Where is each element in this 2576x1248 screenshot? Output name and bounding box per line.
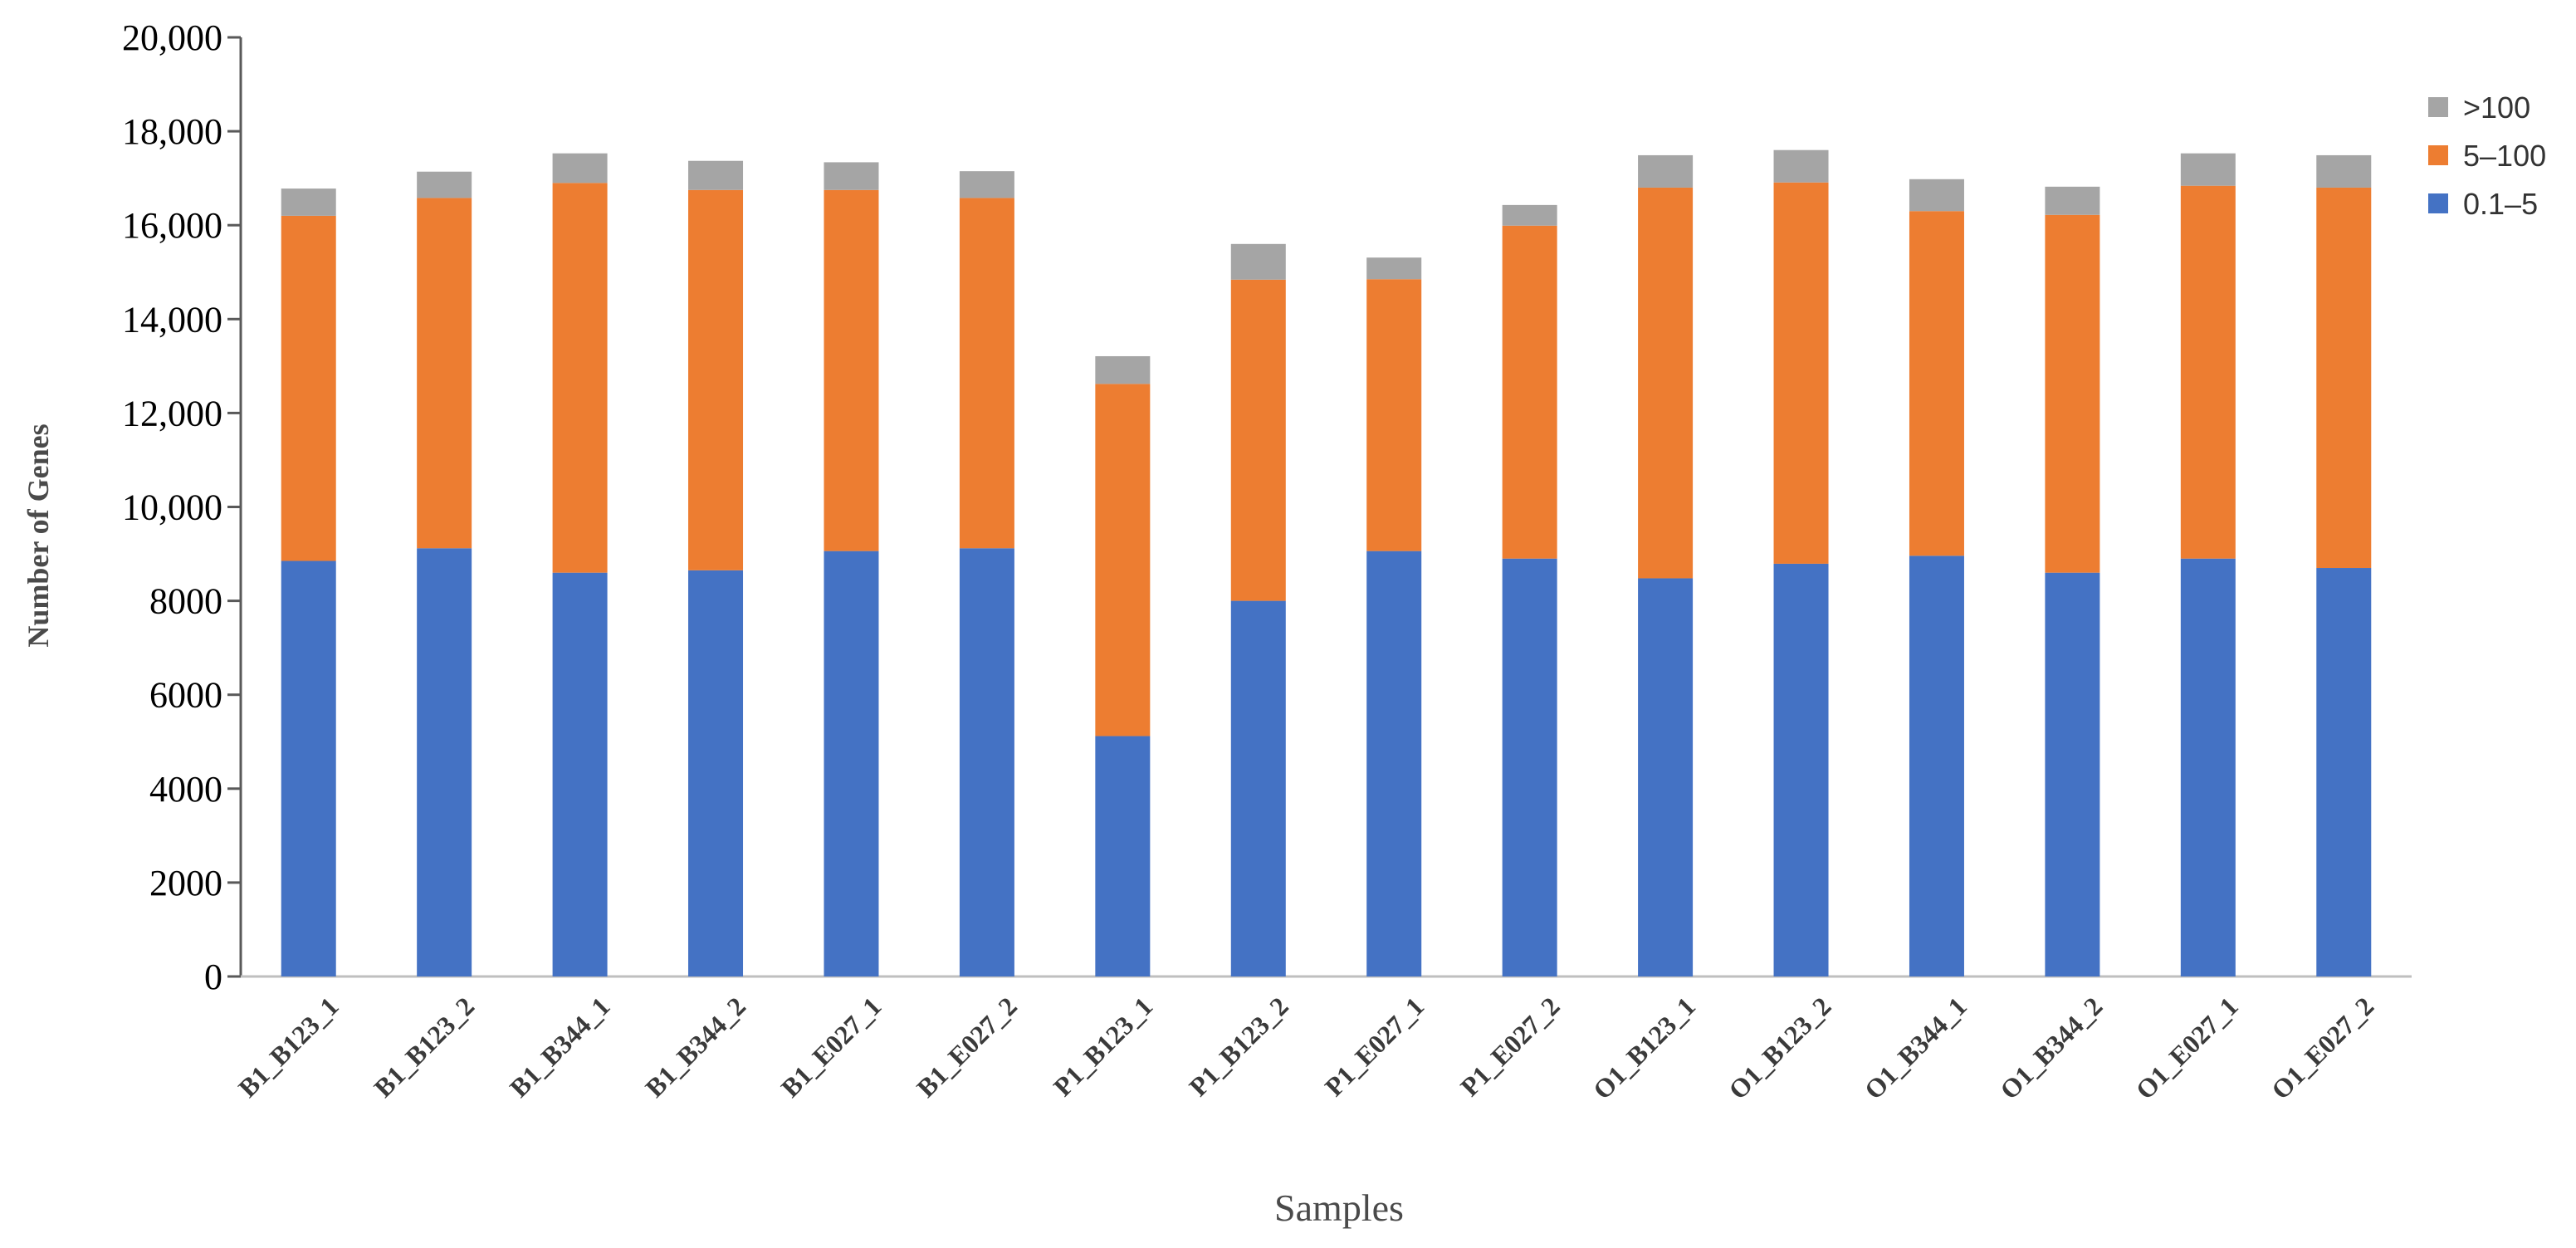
bar-segment	[1638, 578, 1694, 976]
bar-segment	[2180, 153, 2236, 186]
x-tick-label: B1_E027_1	[775, 991, 887, 1103]
y-tick-label: 8000	[149, 581, 222, 622]
bar-segment	[1909, 211, 1964, 556]
bar-segment	[1230, 600, 1286, 976]
x-tick-label: B1_B123_2	[368, 991, 480, 1103]
bar-segment	[1095, 384, 1151, 737]
bars	[281, 149, 2372, 976]
y-tick-label: 0	[204, 957, 222, 997]
bar-segment	[2045, 186, 2100, 215]
bar-segment	[2316, 568, 2372, 976]
bar-segment	[1638, 154, 1694, 188]
bar-segment	[959, 198, 1014, 549]
y-tick-label: 12,000	[122, 393, 222, 433]
x-tick-label: P1_B123_2	[1183, 991, 1294, 1102]
x-axis-label: Samples	[1274, 1187, 1404, 1229]
bar-segment	[1230, 279, 1286, 601]
bar-segment	[552, 153, 608, 184]
bar-segment	[824, 189, 879, 551]
legend-swatch	[2428, 193, 2448, 213]
bar-segment	[417, 198, 472, 549]
x-tick-label: O1_E027_2	[2266, 991, 2379, 1104]
bar-segment	[1909, 179, 1964, 212]
bar-segment	[688, 189, 744, 570]
bar-segment	[1366, 279, 1422, 551]
bar-segment	[417, 171, 472, 198]
bar-segment	[2045, 214, 2100, 573]
bar-segment	[1230, 243, 1286, 280]
bar-segment	[688, 160, 744, 190]
x-tick-label: B1_B344_2	[639, 991, 751, 1103]
bar-segment	[2316, 154, 2372, 188]
bar-segment	[281, 215, 336, 561]
bar-segment	[1773, 149, 1829, 183]
bar-segment	[1366, 551, 1422, 976]
bar-segment	[824, 551, 879, 976]
y-axis-label: Number of Genes	[22, 423, 55, 647]
bar-segment	[1638, 187, 1694, 579]
x-tick-label: B1_B344_1	[504, 991, 616, 1103]
legend-label: >100	[2463, 91, 2530, 125]
y-tick-label: 20,000	[122, 17, 222, 58]
y-tick-label: 4000	[149, 769, 222, 810]
x-tick-label: P1_E027_2	[1454, 991, 1566, 1102]
bar-segment	[552, 572, 608, 976]
legend-label: 5–100	[2463, 139, 2546, 173]
x-tick-label: O1_B123_2	[1723, 991, 1836, 1104]
bar-segment	[2180, 558, 2236, 976]
y-tick-label: 2000	[149, 863, 222, 903]
bar-segment	[824, 162, 879, 190]
x-tick-label: O1_E027_1	[2129, 991, 2243, 1104]
y-tick-label: 14,000	[122, 299, 222, 340]
bar-segment	[1773, 182, 1829, 564]
legend-label: 0.1–5	[2463, 187, 2538, 221]
legend: >100 5–100 0.1–5	[2428, 91, 2546, 221]
legend-swatch	[2428, 145, 2448, 165]
bar-segment	[2180, 185, 2236, 559]
bar-segment	[552, 183, 608, 573]
bar-segment	[2045, 572, 2100, 976]
bar-segment	[688, 570, 744, 976]
x-tick-label: B1_B123_1	[232, 991, 345, 1103]
bar-segment	[1502, 558, 1557, 976]
x-ticks: B1_B123_1 B1_B123_2 B1_B344_1 B1_B344_2 B1_E…	[232, 991, 2379, 1104]
bar-segment	[1909, 555, 1964, 976]
bar-segment	[1366, 257, 1422, 280]
x-tick-label: B1_E027_2	[911, 991, 1023, 1103]
bar-segment	[1502, 204, 1557, 226]
bar-segment	[281, 560, 336, 976]
legend-swatch	[2428, 97, 2448, 117]
bar-segment	[281, 188, 336, 216]
bar-segment	[959, 548, 1014, 976]
bar-segment	[1095, 736, 1151, 976]
bar-segment	[1502, 225, 1557, 559]
bar-segment	[417, 548, 472, 976]
x-tick-label: O1_B344_2	[1994, 991, 2108, 1104]
y-ticks: 0 2000 4000 6000 8000 10,000 12,000 14,000 16,00…	[122, 17, 241, 997]
y-tick-label: 18,000	[122, 111, 222, 152]
x-tick-label: O1_B123_1	[1587, 991, 1701, 1104]
x-tick-label: P1_B123_1	[1048, 991, 1159, 1102]
bar-segment	[1773, 563, 1829, 976]
y-tick-label: 10,000	[122, 487, 222, 528]
bar-segment	[1095, 355, 1151, 384]
bar-segment	[2316, 187, 2372, 569]
bar-segment	[959, 171, 1014, 198]
x-tick-label: O1_B344_1	[1859, 991, 1972, 1104]
y-tick-label: 6000	[149, 675, 222, 716]
x-tick-label: P1_E027_1	[1319, 991, 1430, 1102]
y-tick-label: 16,000	[122, 205, 222, 246]
